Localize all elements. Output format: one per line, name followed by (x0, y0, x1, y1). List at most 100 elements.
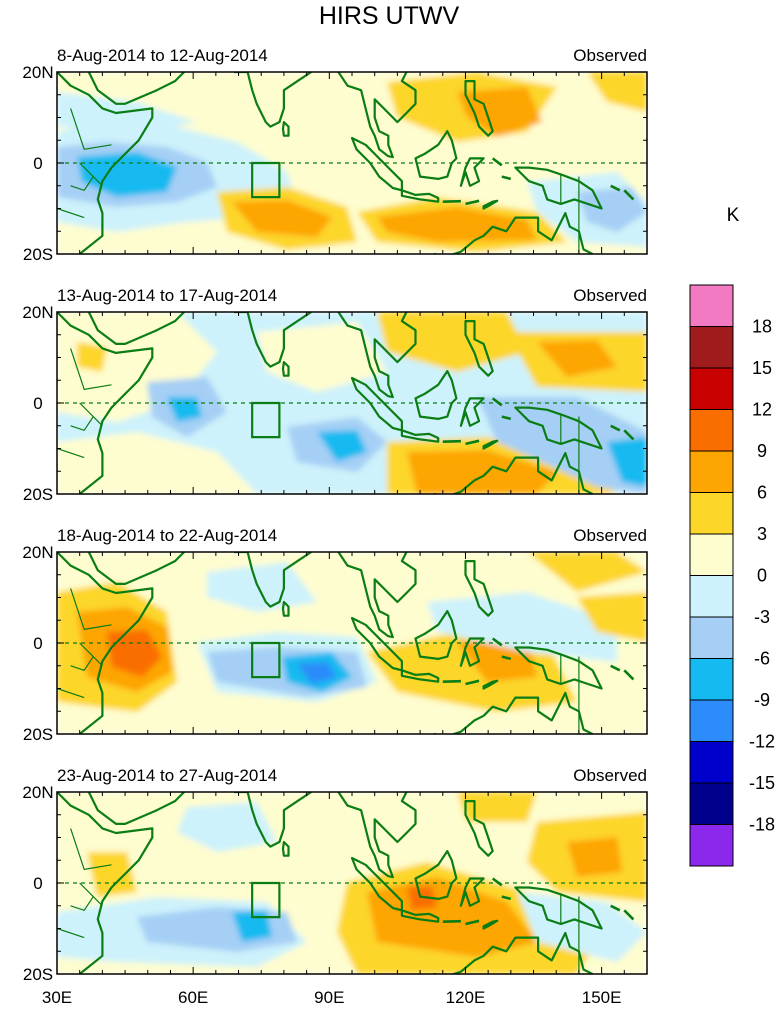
colorbar-swatch (689, 699, 734, 742)
coastline (501, 655, 512, 661)
coastline (400, 429, 440, 443)
coastline (501, 895, 512, 901)
coastline (79, 882, 103, 907)
coastline (87, 552, 185, 585)
colorbar-swatch (689, 575, 734, 618)
panel-3: 18-Aug-2014 to 22-Aug-2014 Observed (57, 526, 647, 545)
panel-2: 13-Aug-2014 to 17-Aug-2014 Observed (57, 286, 647, 305)
coastline (70, 108, 112, 150)
coastline (87, 72, 185, 105)
colorbar-swatch (689, 284, 734, 327)
coastline (70, 656, 94, 671)
coastline (482, 199, 499, 210)
coastline (491, 157, 503, 167)
coastline (459, 637, 485, 667)
coastline (514, 886, 603, 930)
colorbar-label: -18 (749, 815, 775, 835)
lat-label: 20S (23, 485, 53, 504)
panel-tag: Observed (573, 526, 647, 545)
colorbar-label: -3 (754, 607, 770, 627)
colorbar-label: 9 (757, 441, 767, 461)
colorbar-swatch (689, 492, 734, 535)
coastline (337, 312, 417, 399)
lat-label: 0 (33, 154, 42, 173)
coastline (433, 931, 593, 974)
coastline (281, 361, 290, 377)
coastline (57, 447, 85, 459)
coastline (79, 402, 103, 427)
lat-label: 20N (22, 63, 53, 82)
panel-1: 8-Aug-2014 to 12-Aug-2014 Observed (57, 46, 647, 65)
coastline (234, 552, 312, 608)
coastline (610, 664, 621, 672)
coastline (400, 669, 440, 683)
colorbar: K 18 15 12 9 6 3 0 -3 -6 -9 -12 -15 -18 (689, 205, 775, 867)
colorbar-swatch (689, 326, 734, 369)
panel-period: 18-Aug-2014 to 22-Aug-2014 (57, 526, 277, 545)
lon-label: 60E (178, 988, 208, 1007)
coastline (57, 207, 85, 219)
coastline (57, 792, 154, 974)
coastline (337, 552, 417, 639)
coastline (610, 424, 621, 432)
colorbar-swatch (689, 782, 734, 825)
longitude-labels: 30E 60E 90E 120E 150E (42, 988, 622, 1007)
region-box (251, 161, 281, 199)
lon-label: 120E (446, 988, 486, 1007)
coastline (57, 312, 154, 494)
coastline (57, 927, 85, 939)
panel-4-overlay: 20N 0 20S (22, 783, 648, 984)
region-box (251, 881, 281, 919)
lat-label: 20N (22, 303, 53, 322)
coastline (234, 312, 312, 368)
colorbar-label: -15 (749, 773, 775, 793)
coastline (501, 415, 512, 421)
coastline (459, 157, 485, 187)
lat-label: 20N (22, 783, 53, 802)
coastline (514, 166, 603, 210)
colorbar-label: 6 (757, 483, 767, 503)
lat-label: 20S (23, 725, 53, 744)
coastline (610, 184, 621, 192)
lon-label: 150E (582, 988, 622, 1007)
coastline (70, 348, 112, 390)
coastline (623, 669, 635, 681)
coastline (491, 877, 503, 887)
coastline (414, 610, 458, 660)
coastline (442, 199, 461, 203)
panel-3-overlay: 20N 0 20S (22, 543, 648, 744)
coastline (70, 176, 94, 191)
colorbar-units: K (727, 205, 740, 226)
coastline (281, 600, 290, 617)
coastline (465, 439, 480, 446)
coastline (414, 370, 458, 420)
panel-4: 23-Aug-2014 to 27-Aug-2014 Observed (57, 766, 647, 785)
coastline (442, 679, 461, 683)
coastline (281, 840, 290, 857)
region-box (251, 641, 281, 679)
colorbar-label: -6 (754, 649, 770, 669)
colorbar-swatch (689, 450, 734, 493)
coastline (482, 679, 499, 690)
colorbar-swatch (689, 824, 734, 867)
lon-label: 30E (42, 988, 72, 1007)
coastline (400, 189, 440, 203)
panel-tag: Observed (573, 286, 647, 305)
colorbar-swatch (689, 658, 734, 701)
colorbar-swatch (689, 616, 734, 659)
coastline (79, 162, 103, 187)
coastline (464, 560, 494, 617)
coastline (482, 919, 499, 930)
coastline (79, 642, 103, 667)
panel-1-overlay: 20N 0 20S (22, 63, 648, 264)
coastline (433, 212, 594, 254)
panel-period: 23-Aug-2014 to 27-Aug-2014 (57, 766, 277, 785)
coastline (491, 637, 503, 647)
region-box (251, 401, 281, 439)
coastline (87, 792, 185, 825)
coastline (70, 588, 112, 630)
coastline (57, 687, 85, 699)
coastline (482, 439, 499, 450)
coastline (464, 800, 494, 857)
